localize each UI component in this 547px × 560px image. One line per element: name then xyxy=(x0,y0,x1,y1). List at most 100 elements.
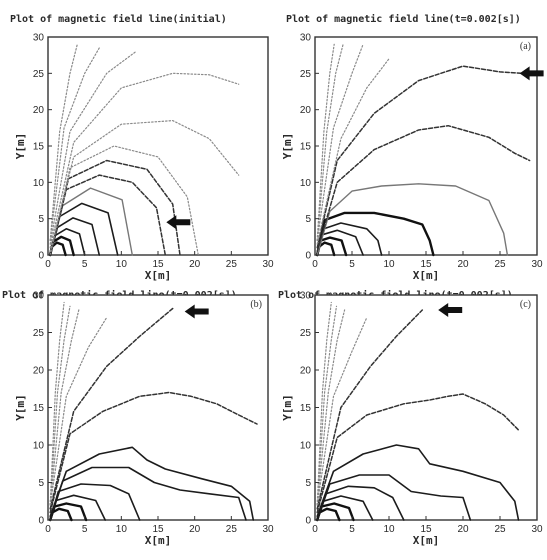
field-line-13 xyxy=(49,47,100,242)
x-tick-label: 15 xyxy=(152,524,164,535)
field-line-9 xyxy=(49,145,199,256)
y-tick-label: 20 xyxy=(33,366,45,377)
y-tick-label: 20 xyxy=(300,366,312,377)
field-line-7 xyxy=(49,391,258,514)
x-tick-label: 30 xyxy=(262,259,274,270)
field-line-9 xyxy=(49,316,108,506)
field-line-8 xyxy=(316,309,424,510)
y-tick-label: 30 xyxy=(300,291,312,302)
field-line-8 xyxy=(49,307,174,510)
x-axis-label: X[m] xyxy=(413,534,440,547)
annotation-arrow xyxy=(438,303,463,317)
chart-panel-1: Plot of magnetic field line(initial) 0 5 10… xyxy=(10,13,274,282)
field-line-14 xyxy=(49,43,78,242)
x-tick-label: 20 xyxy=(457,524,469,535)
field-line-10 xyxy=(316,309,346,506)
panel-label: (a) xyxy=(520,41,531,52)
annotation-arrow xyxy=(184,304,209,319)
panel-label: (b) xyxy=(250,299,262,310)
y-tick-label: 25 xyxy=(33,328,45,339)
field-line-9 xyxy=(316,58,390,245)
field-line-9 xyxy=(316,316,368,506)
x-tick-label: 15 xyxy=(420,524,432,535)
x-tick-label: 15 xyxy=(420,259,432,270)
field-line-12 xyxy=(316,301,332,506)
annotation-arrow xyxy=(166,215,191,230)
field-line-8 xyxy=(316,65,523,249)
x-tick-label: 5 xyxy=(349,524,355,535)
x-axis-label: X[m] xyxy=(413,269,440,282)
x-tick-label: 5 xyxy=(82,524,88,535)
y-tick-label: 0 xyxy=(305,251,311,262)
field-line-11 xyxy=(49,305,71,506)
y-tick-label: 10 xyxy=(33,178,45,189)
x-axis-label: X[m] xyxy=(145,534,172,547)
x-tick-label: 20 xyxy=(457,259,469,270)
y-tick-label: 25 xyxy=(33,69,45,80)
x-tick-label: 25 xyxy=(494,524,506,535)
field-line-7 xyxy=(316,124,531,253)
panel-label: (c) xyxy=(520,299,531,310)
x-tick-label: 30 xyxy=(262,524,274,535)
y-tick-label: 30 xyxy=(33,291,45,302)
x-tick-label: 0 xyxy=(45,524,51,535)
y-tick-label: 15 xyxy=(300,403,312,414)
chart-title: Plot of magnetic field line(initial) xyxy=(10,13,227,25)
x-tick-label: 30 xyxy=(531,259,543,270)
y-axis-label: Y[m] xyxy=(14,394,27,421)
x-tick-label: 5 xyxy=(82,259,88,270)
field-line-10 xyxy=(49,309,80,506)
y-axis-label: Y[m] xyxy=(281,133,294,160)
x-tick-label: 0 xyxy=(312,259,318,270)
x-tick-label: 25 xyxy=(494,259,506,270)
y-tick-label: 0 xyxy=(38,251,44,262)
y-tick-label: 0 xyxy=(305,516,311,527)
x-tick-label: 25 xyxy=(226,524,238,535)
x-tick-label: 20 xyxy=(189,524,201,535)
plot-area xyxy=(47,294,269,521)
chart-title: Plot of magnetic field line(t=0.002[s]) xyxy=(286,13,521,25)
chart-panel-4: Plot of magnetic field line(t=0.002[s])0… xyxy=(278,289,543,547)
x-tick-label: 5 xyxy=(349,259,355,270)
field-line-12 xyxy=(49,301,65,506)
x-axis-label: X[m] xyxy=(145,269,172,282)
x-tick-label: 25 xyxy=(226,259,238,270)
x-tick-label: 10 xyxy=(116,259,128,270)
field-line-6 xyxy=(316,444,520,521)
field-line-10 xyxy=(316,43,364,242)
x-tick-label: 30 xyxy=(531,524,543,535)
y-tick-label: 15 xyxy=(33,142,45,153)
annotation-arrow xyxy=(519,66,544,81)
plot-area xyxy=(47,36,269,256)
y-tick-label: 20 xyxy=(33,105,45,116)
chart-panel-2: Plot of magnetic field line(t=0.002[s]) 0… xyxy=(281,13,544,282)
y-tick-label: 15 xyxy=(33,403,45,414)
y-tick-label: 10 xyxy=(300,178,312,189)
x-tick-label: 10 xyxy=(383,524,395,535)
chart-panel-3: Plot of magnetic field line(t=0.002[s])0… xyxy=(2,289,274,547)
field-line-6 xyxy=(316,183,509,256)
field-line-8 xyxy=(49,159,181,256)
y-tick-label: 30 xyxy=(33,33,45,44)
y-tick-label: 30 xyxy=(300,33,312,44)
y-tick-label: 5 xyxy=(38,478,44,489)
y-tick-label: 5 xyxy=(38,214,44,225)
x-tick-label: 10 xyxy=(383,259,395,270)
field-line-7 xyxy=(316,393,520,514)
x-tick-label: 20 xyxy=(189,259,201,270)
y-axis-label: Y[m] xyxy=(14,133,27,160)
y-tick-label: 5 xyxy=(305,478,311,489)
field-line-6 xyxy=(49,446,255,521)
y-tick-label: 25 xyxy=(300,69,312,80)
y-tick-label: 25 xyxy=(300,328,312,339)
field-line-10 xyxy=(49,120,240,252)
field-line-12 xyxy=(49,50,137,245)
y-tick-label: 10 xyxy=(300,441,312,452)
y-axis-label: Y[m] xyxy=(281,394,294,421)
field-line-11 xyxy=(316,305,338,506)
y-tick-label: 5 xyxy=(305,214,311,225)
x-tick-label: 0 xyxy=(45,259,51,270)
field-line-12 xyxy=(316,43,335,242)
x-tick-label: 15 xyxy=(152,259,164,270)
